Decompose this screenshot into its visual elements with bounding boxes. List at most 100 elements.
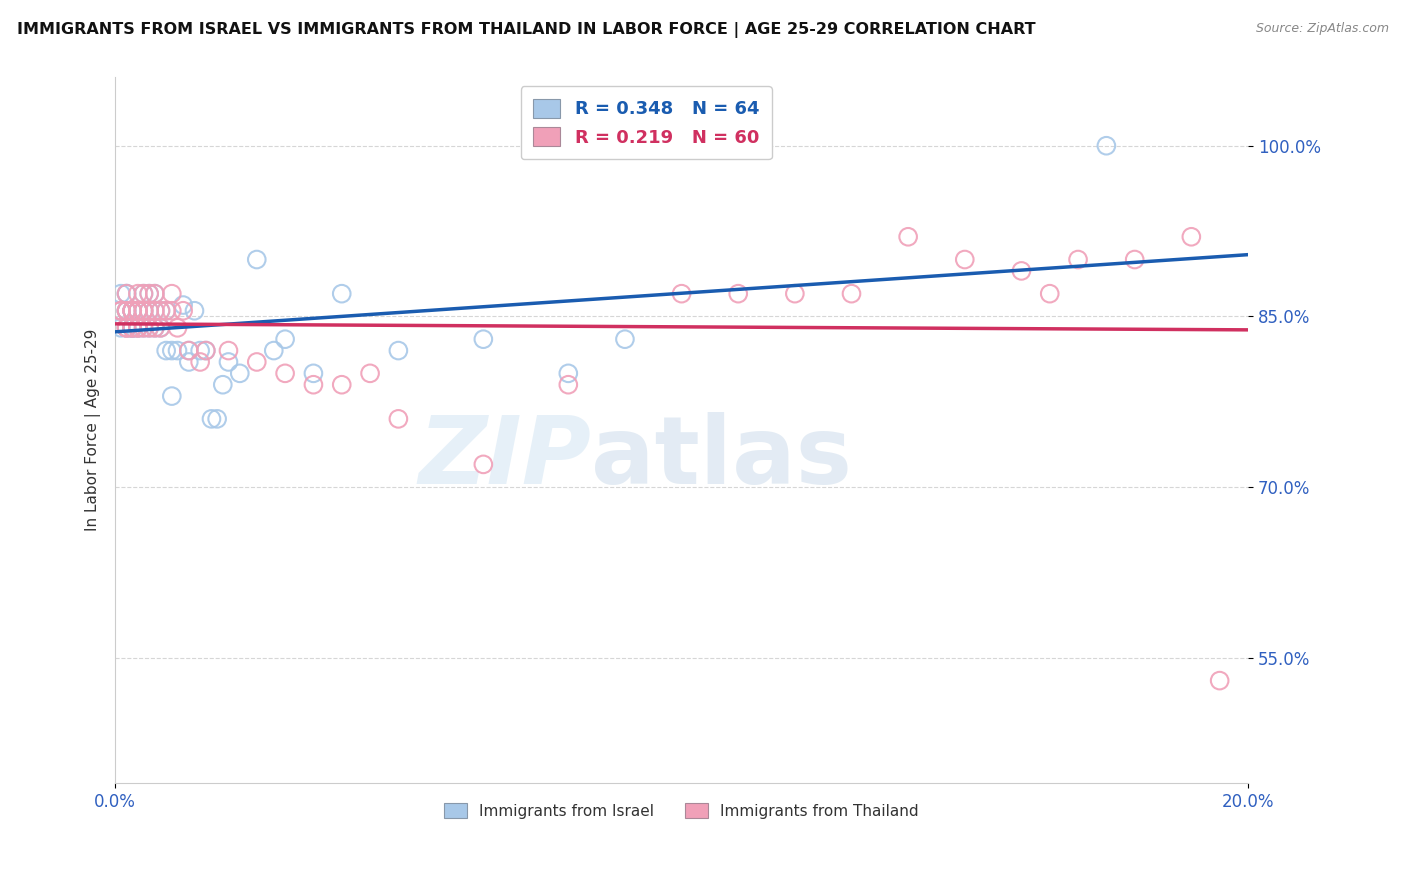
Point [1095, 138, 1118, 153]
Point [246, 355, 269, 369]
Text: ZIP: ZIP [418, 412, 591, 505]
Point [138, 303, 160, 318]
Point [127, 321, 149, 335]
Point [121, 303, 143, 318]
Point [557, 367, 579, 381]
Text: Source: ZipAtlas.com: Source: ZipAtlas.com [1256, 22, 1389, 36]
Point [302, 367, 325, 381]
Point [115, 286, 138, 301]
Point [121, 321, 143, 335]
Point [121, 321, 143, 335]
Point [110, 286, 132, 301]
Point [330, 286, 353, 301]
Point [1123, 252, 1146, 267]
Point [138, 303, 160, 318]
Point [143, 321, 166, 335]
Point [121, 321, 143, 335]
Point [155, 343, 177, 358]
Point [127, 321, 149, 335]
Point [132, 303, 155, 318]
Point [155, 303, 177, 318]
Point [143, 286, 166, 301]
Point [183, 303, 205, 318]
Point [177, 355, 200, 369]
Point [121, 321, 143, 335]
Point [149, 303, 172, 318]
Point [149, 321, 172, 335]
Point [160, 389, 183, 403]
Point [217, 343, 239, 358]
Point [953, 252, 976, 267]
Text: atlas: atlas [591, 412, 852, 505]
Point [115, 321, 138, 335]
Point [194, 343, 217, 358]
Point [115, 286, 138, 301]
Point [132, 303, 155, 318]
Point [172, 298, 194, 312]
Legend: Immigrants from Israel, Immigrants from Thailand: Immigrants from Israel, Immigrants from … [439, 797, 925, 825]
Point [472, 458, 495, 472]
Point [115, 303, 138, 318]
Point [127, 286, 149, 301]
Point [115, 303, 138, 318]
Point [160, 286, 183, 301]
Point [155, 303, 177, 318]
Point [897, 229, 920, 244]
Point [211, 377, 233, 392]
Point [177, 343, 200, 358]
Point [172, 303, 194, 318]
Point [160, 343, 183, 358]
Point [302, 377, 325, 392]
Point [110, 303, 132, 318]
Point [132, 303, 155, 318]
Point [127, 303, 149, 318]
Point [143, 286, 166, 301]
Point [132, 321, 155, 335]
Y-axis label: In Labor Force | Age 25-29: In Labor Force | Age 25-29 [86, 329, 101, 532]
Point [472, 332, 495, 346]
Text: IMMIGRANTS FROM ISRAEL VS IMMIGRANTS FROM THAILAND IN LABOR FORCE | AGE 25-29 CO: IMMIGRANTS FROM ISRAEL VS IMMIGRANTS FRO… [17, 22, 1035, 38]
Point [121, 321, 143, 335]
Point [115, 321, 138, 335]
Point [138, 321, 160, 335]
Point [121, 303, 143, 318]
Point [121, 303, 143, 318]
Point [115, 321, 138, 335]
Point [1039, 286, 1062, 301]
Point [121, 303, 143, 318]
Point [138, 321, 160, 335]
Point [671, 286, 693, 301]
Point [177, 343, 200, 358]
Point [115, 286, 138, 301]
Point [143, 303, 166, 318]
Point [127, 303, 149, 318]
Point [121, 303, 143, 318]
Point [229, 367, 252, 381]
Point [557, 377, 579, 392]
Point [1208, 673, 1230, 688]
Point [138, 286, 160, 301]
Point [110, 321, 132, 335]
Point [127, 321, 149, 335]
Point [205, 412, 228, 426]
Point [127, 303, 149, 318]
Point [115, 321, 138, 335]
Point [127, 303, 149, 318]
Point [110, 303, 132, 318]
Point [359, 367, 381, 381]
Point [1010, 264, 1032, 278]
Point [274, 367, 297, 381]
Point [841, 286, 863, 301]
Point [166, 343, 188, 358]
Point [200, 412, 222, 426]
Point [115, 303, 138, 318]
Point [149, 321, 172, 335]
Point [127, 321, 149, 335]
Point [132, 303, 155, 318]
Point [110, 303, 132, 318]
Point [115, 303, 138, 318]
Point [274, 332, 297, 346]
Point [160, 303, 183, 318]
Point [132, 286, 155, 301]
Point [166, 321, 188, 335]
